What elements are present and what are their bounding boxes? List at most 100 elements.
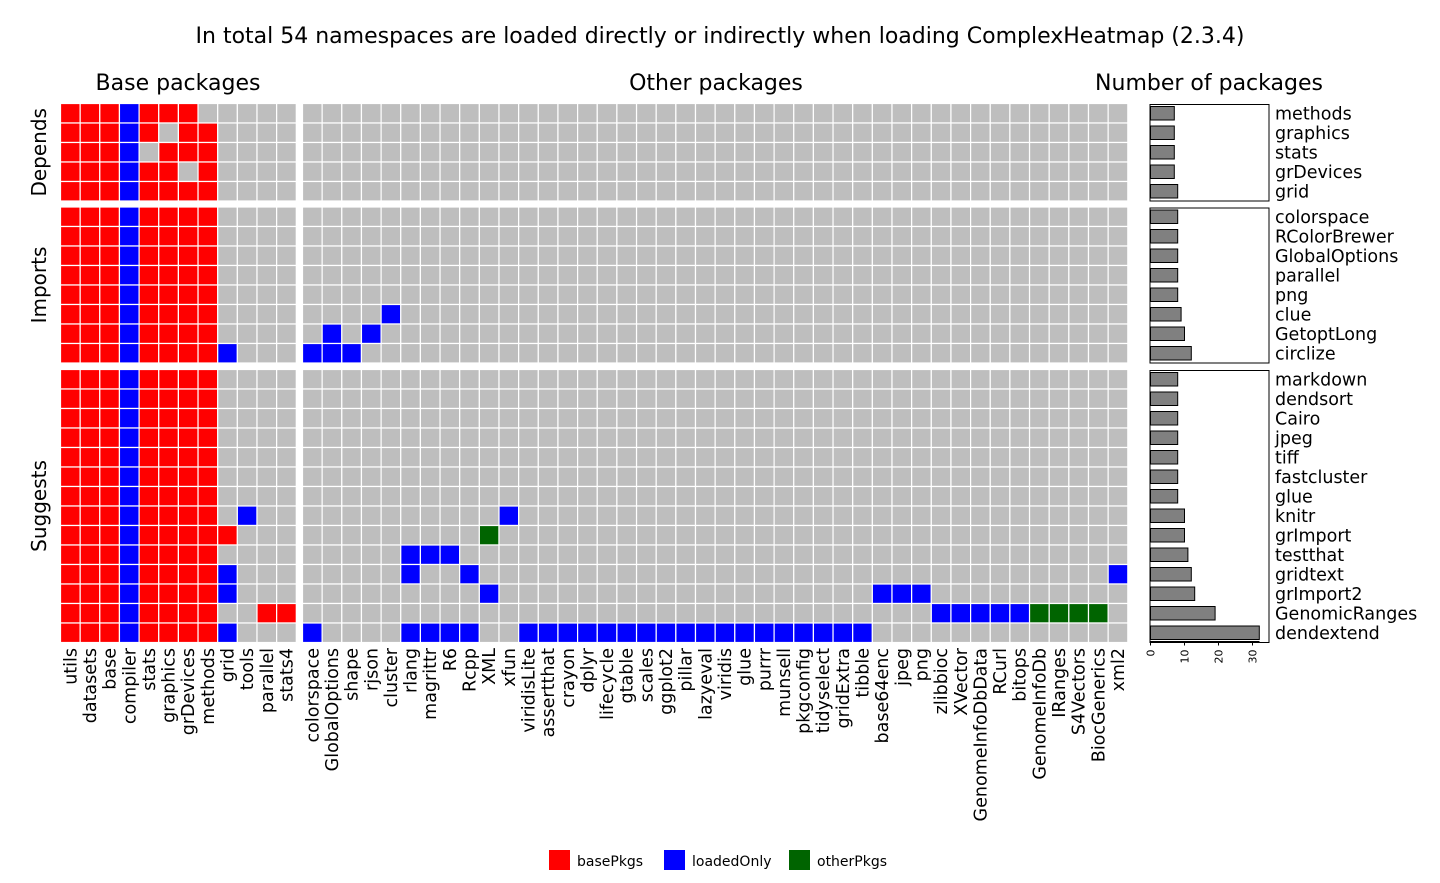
heatmap-cell	[236, 161, 258, 183]
heatmap-cell	[1048, 102, 1070, 124]
heatmap-cell	[380, 602, 402, 624]
heatmap-cell	[1009, 427, 1031, 449]
heatmap-cell	[498, 342, 520, 364]
heatmap-cell	[59, 485, 81, 507]
heatmap-cell	[616, 284, 638, 306]
heatmap-cell	[1068, 524, 1090, 546]
heatmap-cell	[1068, 446, 1090, 468]
heatmap-cell	[439, 342, 461, 364]
heatmap-cell	[616, 303, 638, 325]
heatmap-cell	[1087, 102, 1109, 124]
heatmap-cell	[498, 427, 520, 449]
heatmap-cell	[79, 388, 101, 410]
heatmap-cell	[930, 323, 952, 345]
heatmap-cell	[871, 284, 893, 306]
heatmap-cell	[871, 225, 893, 247]
heatmap-cell	[635, 122, 657, 144]
heatmap-cell	[197, 505, 219, 527]
column-label: shape	[343, 648, 363, 701]
heatmap-cell	[158, 284, 179, 306]
heatmap-cell	[118, 505, 140, 527]
heatmap-cell	[655, 323, 677, 345]
heatmap-cell	[655, 446, 677, 468]
heatmap-cell	[616, 161, 638, 183]
heatmap-cell	[79, 206, 101, 228]
heatmap-cell	[655, 225, 677, 247]
heatmap-cells	[59, 102, 1129, 644]
column-label: stats4	[278, 648, 298, 702]
heatmap-cell	[557, 368, 579, 390]
heatmap-cell	[734, 524, 756, 546]
heatmap-cell	[1107, 102, 1129, 124]
heatmap-cell	[79, 602, 101, 624]
heatmap-cell	[812, 180, 834, 202]
heatmap-cell	[537, 446, 559, 468]
heatmap-cell	[99, 407, 121, 429]
heatmap-cell	[616, 225, 638, 247]
heatmap-cell	[989, 141, 1011, 163]
heatmap-cell	[301, 284, 323, 306]
heatmap-cell	[158, 622, 179, 644]
heatmap-cell	[478, 466, 500, 488]
heatmap-cell	[177, 485, 199, 507]
heatmap-cell	[478, 485, 500, 507]
heatmap-cell	[400, 122, 421, 144]
heatmap-cell	[518, 225, 539, 247]
heatmap-cell	[341, 446, 363, 468]
heatmap-cell	[1009, 446, 1031, 468]
heatmap-cell	[1107, 161, 1129, 183]
heatmap-cell	[714, 180, 736, 202]
heatmap-cell	[158, 368, 179, 390]
heatmap-cell	[675, 141, 697, 163]
heatmap-cell	[256, 544, 278, 566]
heatmap-cell	[1009, 524, 1031, 546]
heatmap-cell	[576, 245, 598, 267]
heatmap-cell	[1028, 388, 1050, 410]
heatmap-cell	[950, 563, 972, 585]
heatmap-cell	[694, 583, 716, 605]
heatmap-cell	[118, 161, 140, 183]
heatmap-cell	[714, 524, 736, 546]
heatmap-cell	[793, 505, 814, 527]
heatmap-cell	[1028, 180, 1050, 202]
heatmap-cell	[478, 122, 500, 144]
heatmap-cell	[301, 303, 323, 325]
heatmap-cell	[596, 524, 618, 546]
heatmap-cell	[557, 485, 579, 507]
section-title-other: Other packages	[629, 71, 803, 96]
heatmap-cell	[852, 245, 873, 267]
heatmap-cell	[99, 161, 121, 183]
heatmap-cell	[734, 583, 756, 605]
heatmap-cell	[734, 446, 756, 468]
heatmap-cell	[197, 102, 219, 124]
heatmap-cell	[714, 206, 736, 228]
heatmap-cell	[217, 225, 238, 247]
heatmap-cell	[301, 524, 323, 546]
heatmap-cell	[596, 161, 618, 183]
heatmap-cell	[793, 323, 814, 345]
heatmap-cell	[400, 544, 421, 566]
heatmap-cell	[793, 388, 814, 410]
heatmap-cell	[138, 368, 160, 390]
heatmap-cell	[276, 388, 297, 410]
heatmap-cell	[950, 466, 972, 488]
heatmap-cell	[99, 102, 121, 124]
heatmap-cell	[812, 303, 834, 325]
heatmap-cell	[217, 206, 238, 228]
heatmap-cell	[911, 583, 932, 605]
heatmap-cell	[950, 206, 972, 228]
column-label: gridExtra	[834, 648, 854, 728]
heatmap-cell	[518, 161, 539, 183]
heatmap-cell	[1087, 161, 1109, 183]
heatmap-cell	[177, 466, 199, 488]
heatmap-cell	[1028, 583, 1050, 605]
heatmap-cell	[459, 206, 480, 228]
heatmap-cell	[1107, 141, 1129, 163]
heatmap-cell	[950, 141, 972, 163]
heatmap-cell	[773, 264, 795, 286]
heatmap-cell	[498, 407, 520, 429]
heatmap-cell	[1048, 583, 1070, 605]
heatmap-cell	[217, 180, 238, 202]
heatmap-cell	[773, 602, 795, 624]
heatmap-cell	[518, 122, 539, 144]
